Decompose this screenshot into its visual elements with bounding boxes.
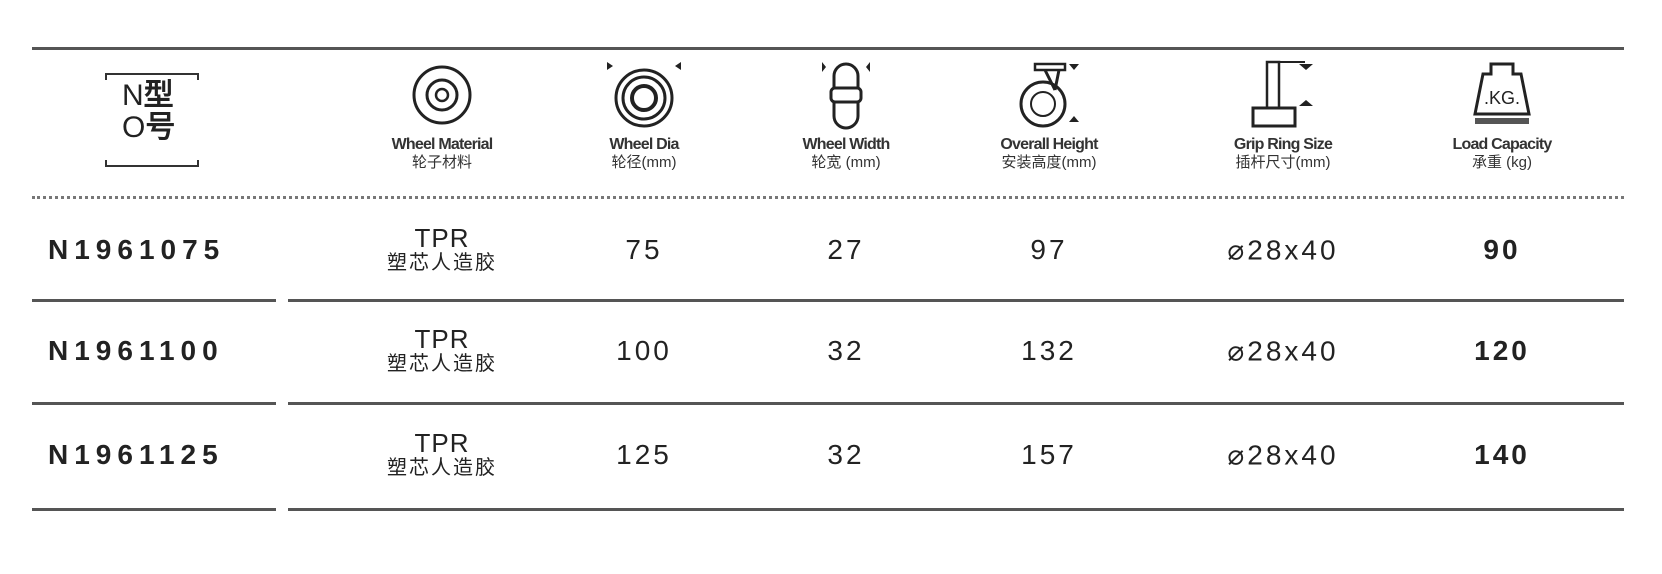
overall-height: 97 xyxy=(1030,234,1068,265)
overall-height-icon xyxy=(1019,62,1079,128)
wheel-dia: 100 xyxy=(616,335,672,366)
material-cn: 塑芯人造胶 xyxy=(387,252,497,274)
wheel-dia-icon xyxy=(607,62,681,128)
row-divider xyxy=(288,402,1624,405)
bottom-rule xyxy=(32,508,276,511)
material-cn: 塑芯人造胶 xyxy=(387,353,497,375)
header-wheel-width: Wheel Width 轮宽 (mm) xyxy=(746,60,946,172)
model-number: N1961125 xyxy=(48,439,224,470)
header-label: Wheel Width xyxy=(802,136,890,153)
wheel-width: 32 xyxy=(827,439,865,470)
model-number: N1961075 xyxy=(48,234,226,265)
grip-ring-size: ⌀28x40 xyxy=(1227,335,1339,367)
header-sublabel: 轮宽 (mm) xyxy=(811,154,881,171)
model-cn-xing: 型 xyxy=(143,79,174,112)
wheel-dia: 125 xyxy=(616,439,672,470)
load-capacity: 140 xyxy=(1474,439,1530,470)
wheel-width-icon xyxy=(822,62,870,130)
header-label: Overall Height xyxy=(1000,136,1098,153)
header-label: Grip Ring Size xyxy=(1233,136,1333,153)
kg-icon-text: .KG. xyxy=(1484,88,1520,108)
header-overall-height: Overall Height 安装高度(mm) xyxy=(949,60,1149,172)
header-load-capacity: .KG. Load Capacity 承重 (kg) xyxy=(1402,60,1602,172)
model-number: N1961100 xyxy=(48,335,224,366)
header-wheel-material: Wheel Material 轮子材料 xyxy=(342,60,542,172)
header-grip-ring-size: Grip Ring Size 插杆尺寸(mm) xyxy=(1183,60,1383,172)
header-sublabel: 轮子材料 xyxy=(411,154,472,171)
header-label: Wheel Material xyxy=(391,136,494,153)
load-capacity-icon: .KG. xyxy=(1473,62,1531,124)
material-en: TPR xyxy=(414,223,470,253)
model-number-header: N型 O号 xyxy=(104,72,200,168)
header-sublabel: 安装高度(mm) xyxy=(1001,154,1097,171)
row-divider xyxy=(288,299,1624,302)
wheel-width: 32 xyxy=(827,335,865,366)
overall-height: 157 xyxy=(1021,439,1077,470)
model-letter-n: N xyxy=(122,79,144,112)
material-en: TPR xyxy=(414,324,470,354)
wheel-dia: 75 xyxy=(625,234,663,265)
header-sublabel: 插杆尺寸(mm) xyxy=(1235,154,1331,171)
material-en: TPR xyxy=(414,428,470,458)
wheel-material: TPR 塑芯人造胶 xyxy=(332,326,552,376)
bracket-icon xyxy=(105,73,199,167)
top-rule xyxy=(32,47,1624,50)
header-label: Wheel Dia xyxy=(609,136,679,153)
header-wheel-dia: Wheel Dia 轮径(mm) xyxy=(544,60,744,172)
grip-ring-size: ⌀28x40 xyxy=(1227,234,1339,266)
wheel-width: 27 xyxy=(827,234,865,265)
bottom-rule xyxy=(288,508,1624,511)
material-cn: 塑芯人造胶 xyxy=(387,457,497,479)
header-divider xyxy=(32,196,1624,199)
row-divider xyxy=(32,299,276,302)
overall-height: 132 xyxy=(1021,335,1077,366)
grip-ring-size: ⌀28x40 xyxy=(1227,439,1339,471)
grip-ring-size-icon xyxy=(1251,60,1313,128)
wheel-material: TPR 塑芯人造胶 xyxy=(332,225,552,275)
header-sublabel: 轮径(mm) xyxy=(611,154,677,171)
header-sublabel: 承重 (kg) xyxy=(1471,154,1532,171)
load-capacity: 90 xyxy=(1483,234,1521,265)
wheel-material-icon xyxy=(412,65,472,125)
wheel-material: TPR 塑芯人造胶 xyxy=(332,430,552,480)
model-cn-hao: 号 xyxy=(145,111,176,144)
row-divider xyxy=(32,402,276,405)
header-label: Load Capacity xyxy=(1452,136,1553,153)
model-letter-o: O xyxy=(122,111,146,144)
load-capacity: 120 xyxy=(1474,335,1530,366)
